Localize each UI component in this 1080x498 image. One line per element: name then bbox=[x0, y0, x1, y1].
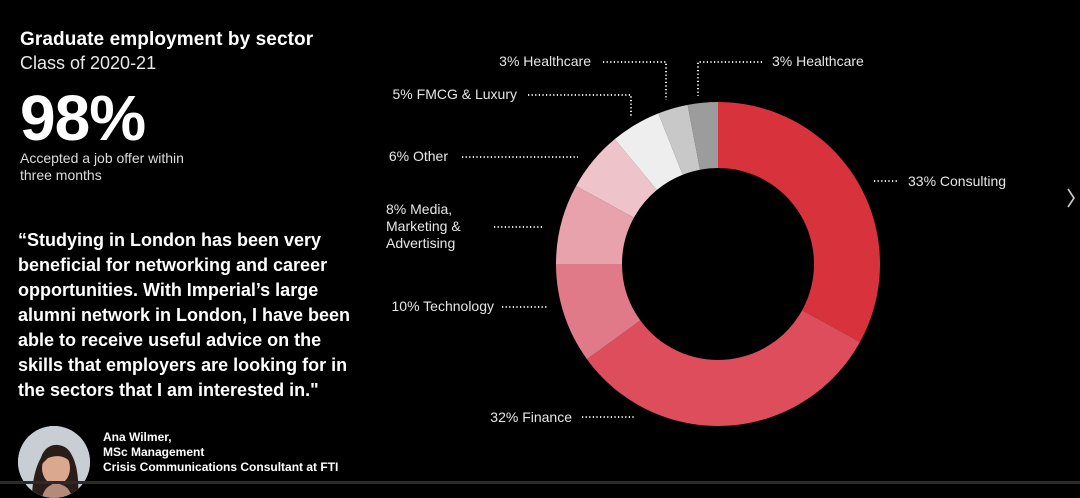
leader-line-8 bbox=[697, 61, 762, 96]
author-name: Ana Wilmer, bbox=[103, 430, 172, 444]
headline-stat-caption: Accepted a job offer within three months bbox=[20, 150, 184, 183]
slice-label-8: 3% Healthcare bbox=[772, 53, 864, 69]
chevron-right-icon[interactable] bbox=[1062, 180, 1080, 216]
donut-slice-7 bbox=[658, 104, 701, 175]
leader-line-6 bbox=[528, 94, 632, 117]
donut-slice-8 bbox=[687, 102, 718, 170]
testimonial-quote: “Studying in London has been very benefi… bbox=[18, 230, 351, 400]
author-details: Ana Wilmer, MSc Management Crisis Commun… bbox=[103, 430, 403, 475]
donut-slice-4 bbox=[556, 185, 634, 264]
progress-track bbox=[0, 481, 1080, 484]
slice-label-7: 3% Healthcare bbox=[499, 53, 591, 69]
author-role: Crisis Communications Consultant at FTI bbox=[103, 460, 339, 474]
stats-panel: Graduate employment by sector Class of 2… bbox=[20, 28, 370, 184]
donut-slice-2 bbox=[586, 310, 860, 426]
slice-label-4: 8% Media, Marketing & Advertising bbox=[386, 201, 461, 251]
author-degree: MSc Management bbox=[103, 445, 205, 459]
headline-stat: 98% bbox=[20, 82, 146, 154]
leader-line-7 bbox=[603, 61, 667, 100]
slice-label-6: 5% FMCG & Luxury bbox=[393, 86, 517, 102]
sector-donut-chart: 33% Consulting 32% Finance 10% Technology 8… bbox=[386, 53, 1006, 426]
donut-slice-6 bbox=[614, 113, 683, 191]
slice-label-1: 33% Consulting bbox=[908, 173, 1006, 189]
slice-label-3: 10% Technology bbox=[392, 298, 494, 314]
donut-slice-1 bbox=[718, 102, 881, 343]
page-subtitle: Class of 2020-21 bbox=[20, 53, 157, 73]
page-title: Graduate employment by sector bbox=[20, 29, 314, 50]
slice-label-2: 32% Finance bbox=[490, 409, 572, 425]
donut-slice-3 bbox=[556, 264, 641, 360]
donut-slice-5 bbox=[576, 139, 657, 218]
slice-label-5: 6% Other bbox=[389, 148, 448, 164]
